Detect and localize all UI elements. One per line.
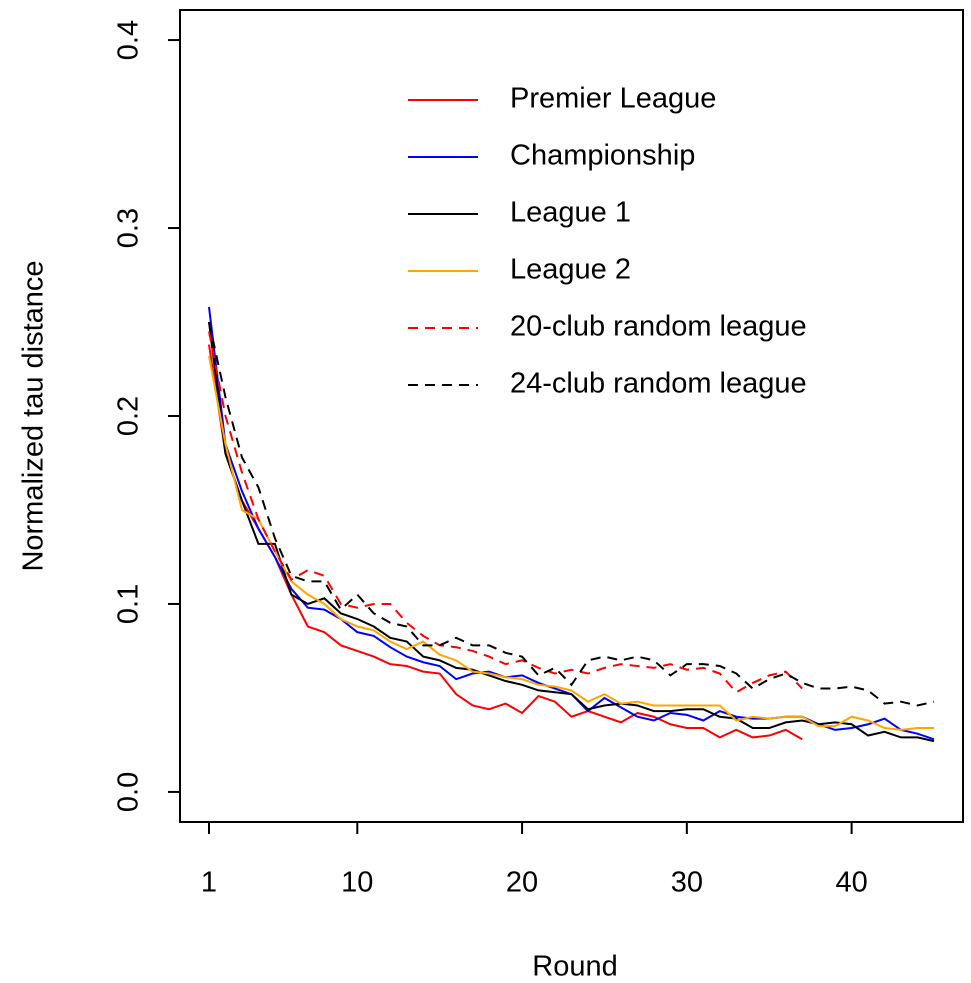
x-axis-label: Round: [532, 951, 617, 983]
legend-label: League 2: [510, 254, 631, 286]
x-tick-label: 10: [341, 867, 373, 899]
x-tick-label: 1: [201, 867, 217, 899]
legend-label: 20-club random league: [510, 311, 807, 343]
legend-label: Championship: [510, 140, 695, 172]
x-tick-label: 40: [835, 867, 867, 899]
y-tick-label: 0.0: [113, 772, 145, 812]
legend-label: 24-club random league: [510, 368, 807, 400]
plot-frame: [179, 9, 964, 823]
series-line: [208, 344, 803, 741]
y-tick-label: 0.2: [113, 396, 145, 436]
y-axis-label: Normalized tau distance: [18, 260, 50, 571]
y-tick-label: 0.3: [113, 208, 145, 248]
y-tick-label: 0.4: [113, 20, 145, 60]
y-tick-label: 0.1: [113, 584, 145, 624]
series-line: [208, 331, 803, 694]
series-line: [208, 355, 934, 731]
legend-label: Premier League: [510, 83, 716, 115]
x-tick-label: 30: [671, 867, 703, 899]
series-line: [208, 321, 935, 707]
legend-label: League 1: [510, 197, 631, 229]
x-tick-label: 20: [506, 867, 538, 899]
